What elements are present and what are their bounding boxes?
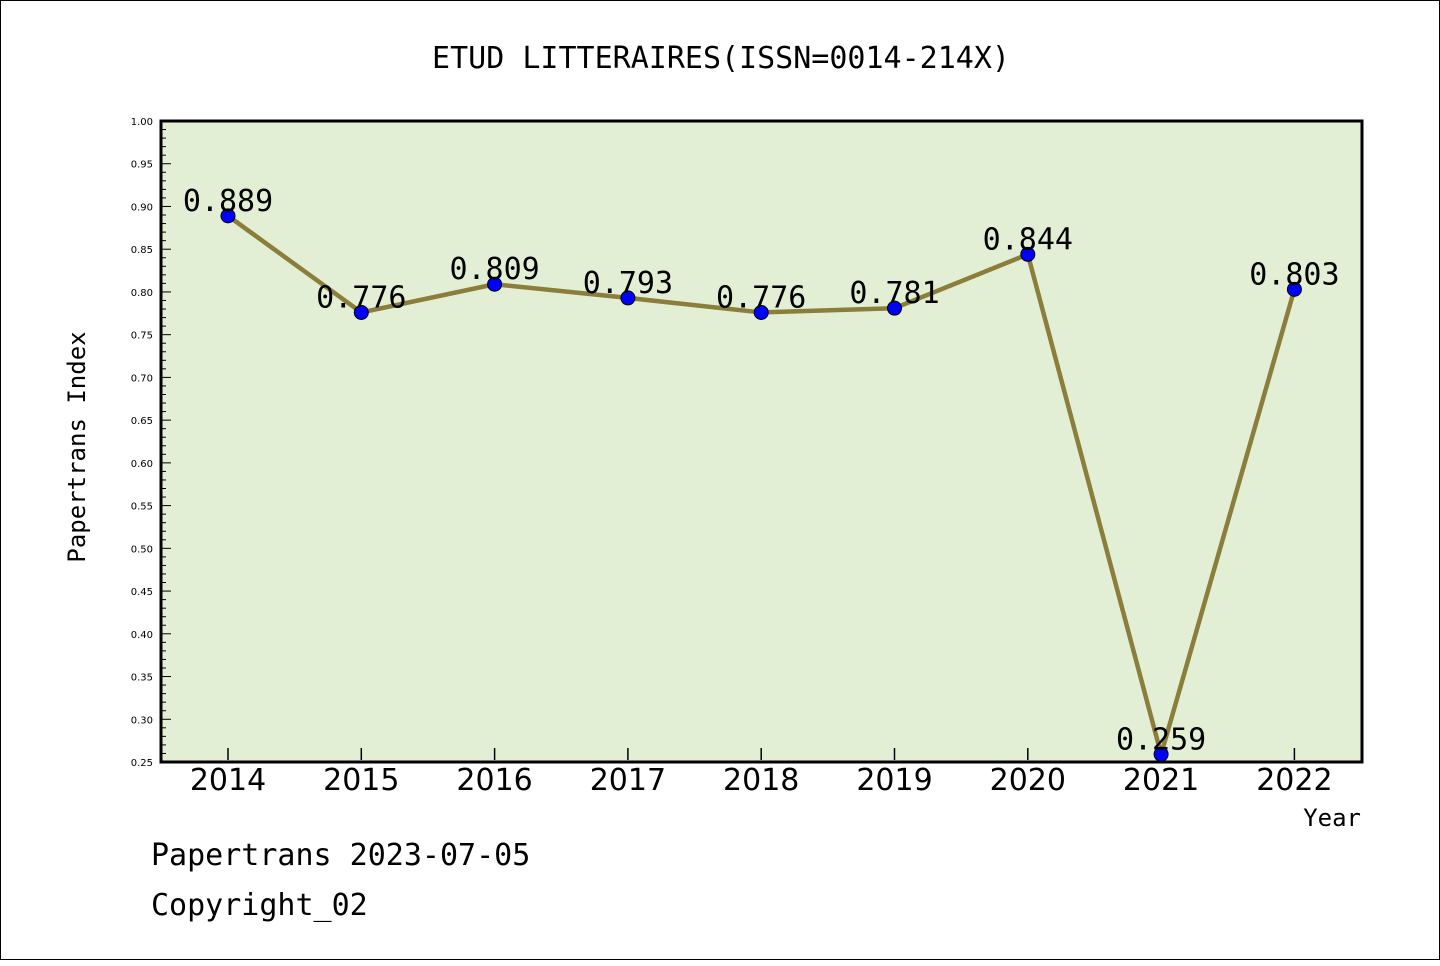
data-point [887,300,902,316]
y-tick-label: 0.80 [131,288,153,299]
data-point [1286,281,1302,297]
data-point [1153,746,1169,762]
data-point [1020,246,1036,262]
x-tick-label: 2019 [856,763,932,798]
data-label: 0.889 [183,184,273,219]
y-tick-label: 0.55 [131,502,153,513]
data-label: 0.781 [849,276,939,311]
y-tick-label: 0.30 [131,715,153,726]
x-axis: 2014 2015 2016 2017 2018 2019 2020 2021 2022 [190,748,1333,798]
y-tick-label: 0.50 [131,544,153,555]
x-tick-label: 2015 [323,763,399,798]
y-tick-label: 0.60 [131,459,153,470]
data-point [353,304,369,320]
data-label: 0.776 [716,280,806,315]
data-point [620,290,636,306]
footer-date: Papertrans 2023-07-05 [151,838,530,873]
x-tick-label: 2017 [590,763,666,798]
y-tick-label: 0.25 [131,758,153,769]
data-label: 0.803 [1249,257,1339,292]
data-label: 0.259 [1116,722,1206,757]
data-labels: 0.889 0.776 0.809 0.793 0.776 0.781 0.844 0.259… [183,184,1340,757]
y-axis-label: Papertrans Index [63,331,91,562]
y-tick-label: 0.65 [131,416,153,427]
plot-area [159,119,1364,764]
x-axis-label: Year [1303,804,1361,832]
data-label: 0.793 [583,266,673,301]
data-point [753,304,769,320]
y-axis: 0.25 0.30 0.35 0.40 0.45 0.50 0.55 0.60 0.65 0.70… [131,117,171,769]
x-tick-label: 2016 [456,763,532,798]
y-tick-label: 0.45 [131,587,153,598]
y-tick-label: 1.00 [131,117,153,128]
y-tick-label: 0.95 [131,160,153,171]
y-tick-label: 0.90 [131,202,153,213]
x-tick-label: 2020 [990,763,1066,798]
x-tick-label: 2021 [1123,763,1199,798]
data-label: 0.809 [449,252,539,287]
y-tick-label: 0.75 [131,331,153,342]
x-tick-label: 2014 [190,763,266,798]
y-tick-label: 0.35 [131,673,153,684]
y-tick-label: 0.85 [131,245,153,256]
data-point [220,208,236,224]
footer-copyright: Copyright_02 [151,888,368,923]
data-point [487,276,503,292]
series-markers [220,208,1302,762]
data-label: 0.776 [316,280,406,315]
x-tick-label: 2022 [1256,763,1332,798]
y-tick-label: 0.70 [131,373,153,384]
chart-title: ETUD LITTERAIRES(ISSN=0014-214X) [432,41,1010,76]
data-label: 0.844 [983,222,1073,257]
y-tick-label: 0.40 [131,630,153,641]
x-tick-label: 2018 [723,763,799,798]
